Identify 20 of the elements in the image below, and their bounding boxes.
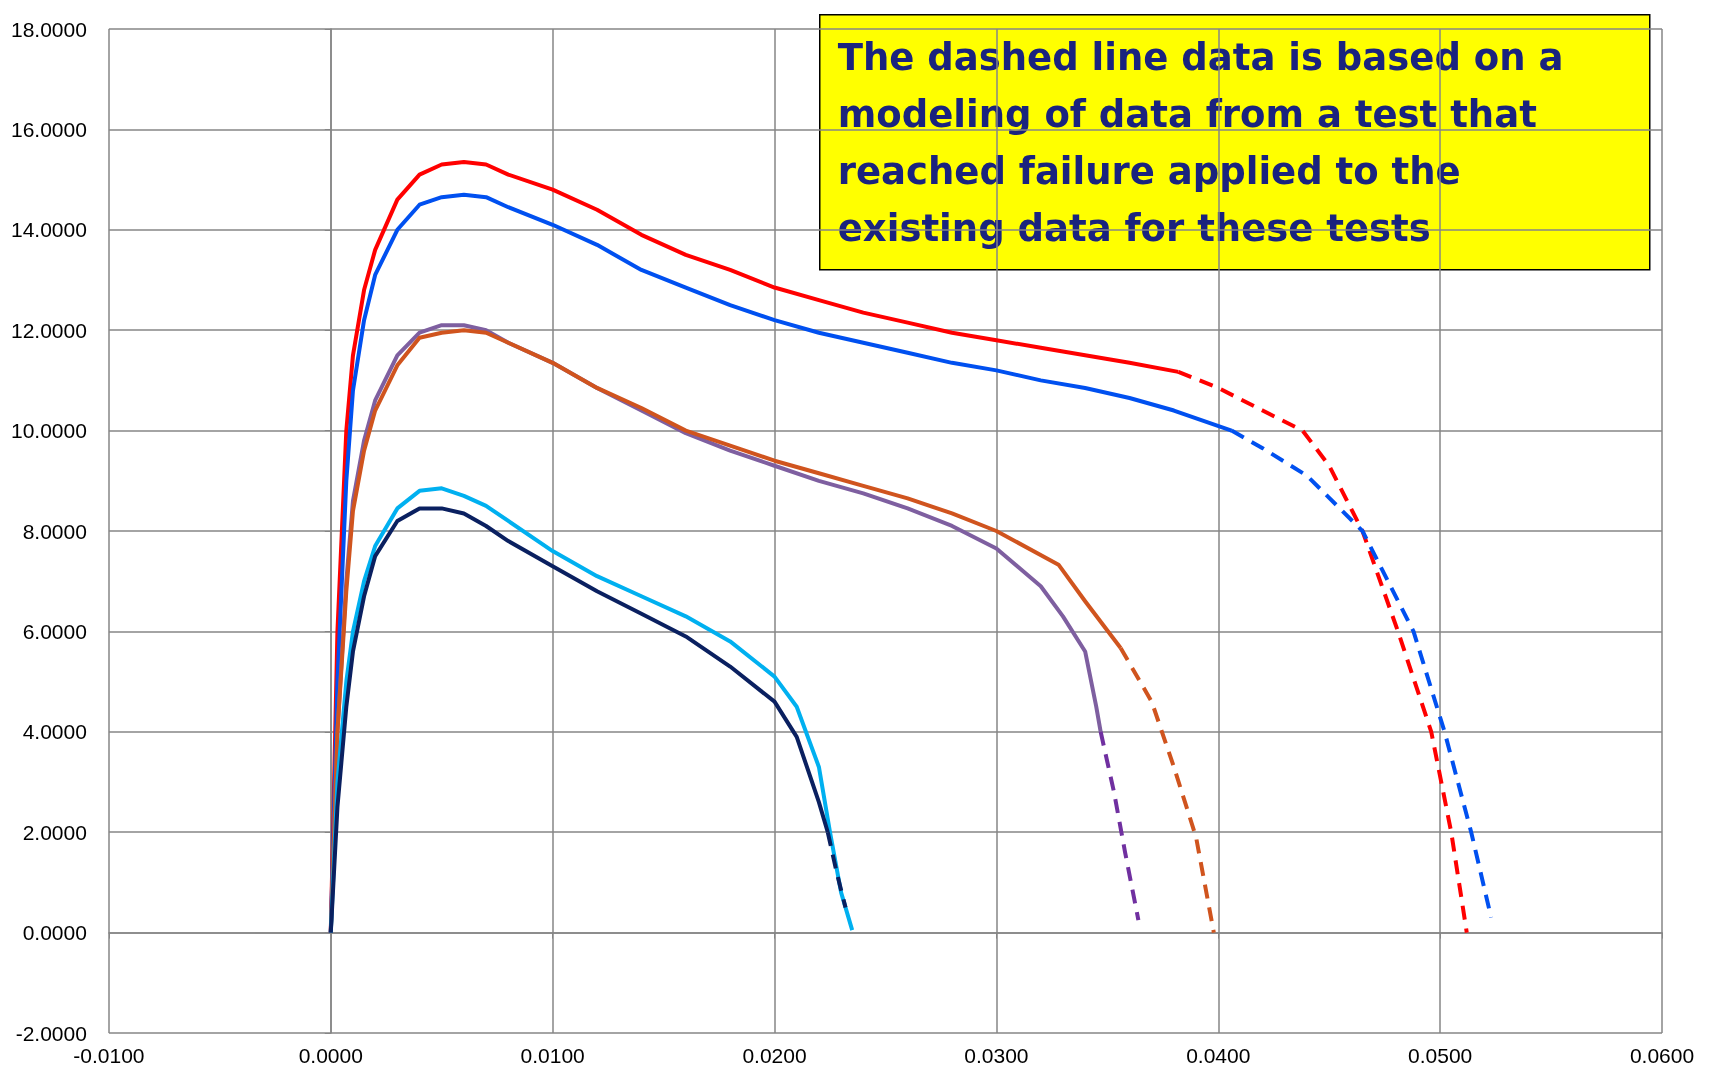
x-tick-label: 0.0300 [964,1044,1029,1067]
annotation: The dashed line data is based on a modeling of data from a test that reached failure applied to the existing data for these tests [837,35,1577,250]
y-tick-label: 14.0000 [10,218,87,242]
x-tick-label: 0.0500 [1408,1044,1473,1067]
x-tick-label: 0.0000 [298,1044,363,1067]
y-tick-label: 10.0000 [10,419,87,443]
x-tick-label: 0.0200 [742,1044,807,1067]
y-tick-label: 16.0000 [10,117,87,141]
x-tick-label: 0.0600 [1629,1044,1695,1067]
y-tick-label: 2.0000 [22,820,87,844]
y-tick-label: 4.0000 [22,720,87,744]
y-tick-label: 12.0000 [10,318,87,342]
y-tick-label: 6.0000 [22,619,87,643]
y-tick-label: 0.0000 [22,921,87,945]
y-tick-label: -2.0000 [15,1021,87,1045]
y-tick-label: 8.0000 [22,519,87,543]
y-tick-label: 18.0000 [10,17,87,41]
x-tick-label: -0.0100 [73,1044,145,1067]
x-tick-label: 0.0400 [1186,1044,1251,1067]
x-tick-label: 0.0100 [520,1044,585,1067]
